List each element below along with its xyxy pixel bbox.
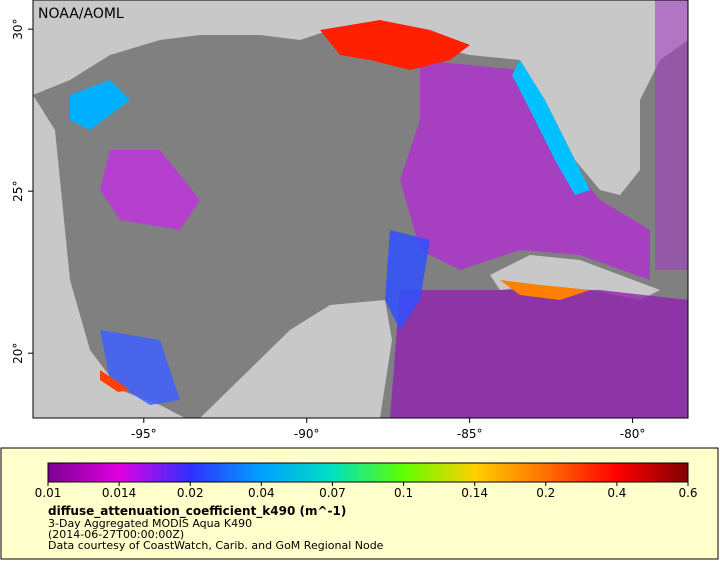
axes: -95° -90° -85° -80° 30° 25° 20° bbox=[11, 19, 645, 441]
data-patch bbox=[500, 280, 590, 300]
data-patch bbox=[390, 290, 688, 418]
x-tick-label: -90° bbox=[294, 427, 320, 441]
x-tick-label: -85° bbox=[457, 427, 483, 441]
colorbar-tick-label: 0.1 bbox=[394, 486, 413, 500]
time: (2014-06-27T00:00:00Z) bbox=[48, 528, 184, 541]
colorbar-tick-label: 0.14 bbox=[461, 486, 488, 500]
x-tick-label: -95° bbox=[131, 427, 157, 441]
land bbox=[33, 95, 185, 418]
colorbar-tick-label: 0.02 bbox=[177, 486, 204, 500]
land bbox=[200, 300, 392, 418]
colorbar-tick-label: 0.014 bbox=[102, 486, 136, 500]
data-patch bbox=[385, 230, 430, 330]
colorbar-tick-label: 0.4 bbox=[607, 486, 626, 500]
land bbox=[490, 255, 660, 300]
y-tick-label: 30° bbox=[11, 19, 25, 40]
y-tick-label: 25° bbox=[11, 181, 25, 202]
map bbox=[32, 0, 689, 419]
land bbox=[33, 0, 688, 195]
colorbar-tick-label: 0.07 bbox=[319, 486, 346, 500]
colorbar-tick-label: 0.6 bbox=[678, 486, 697, 500]
credit: NOAA/AOML bbox=[38, 6, 124, 22]
map-frame bbox=[32, 0, 689, 419]
y-tick-label: 20° bbox=[11, 343, 25, 364]
x-tick-label: -80° bbox=[620, 427, 646, 441]
colorbar bbox=[47, 462, 689, 483]
data-patch bbox=[512, 60, 590, 195]
data-patch bbox=[320, 20, 470, 70]
data-patch bbox=[100, 150, 200, 230]
source: Data courtesy of CoastWatch, Carib. and … bbox=[48, 539, 384, 552]
colorbar-tick-label: 0.01 bbox=[35, 486, 62, 500]
colorbar-tick-label: 0.2 bbox=[536, 486, 555, 500]
data-patch bbox=[100, 370, 130, 392]
data-patch bbox=[400, 60, 650, 280]
variable-name: diffuse_attenuation_coefficient_k490 (m^… bbox=[48, 504, 346, 519]
product: 3-Day Aggregated MODIS Aqua K490 bbox=[48, 517, 252, 530]
data-patch bbox=[655, 0, 688, 270]
colorbar-ticks: 0.01 0.014 0.02 0.04 0.07 0.1 0.14 0.2 0.4 0.6 bbox=[35, 482, 698, 500]
colorbar-tick-label: 0.04 bbox=[248, 486, 275, 500]
data-patch bbox=[70, 80, 130, 130]
